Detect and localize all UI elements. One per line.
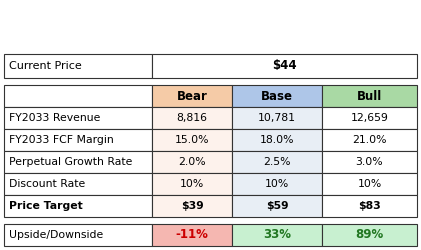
Text: 10%: 10% bbox=[180, 179, 204, 189]
Bar bbox=[4, 107, 152, 129]
Text: Bull: Bull bbox=[357, 90, 382, 102]
Bar bbox=[322, 195, 417, 217]
Text: 21.0%: 21.0% bbox=[352, 135, 387, 145]
Bar bbox=[152, 173, 232, 195]
Text: Discount Rate: Discount Rate bbox=[9, 179, 85, 189]
Bar bbox=[232, 85, 322, 107]
Bar bbox=[4, 151, 152, 173]
Text: Upside/Downside: Upside/Downside bbox=[9, 230, 103, 240]
Bar bbox=[322, 107, 417, 129]
Text: $44: $44 bbox=[272, 60, 297, 72]
Text: 10%: 10% bbox=[265, 179, 289, 189]
Text: $83: $83 bbox=[358, 201, 381, 211]
Bar bbox=[4, 129, 152, 151]
Text: 2.0%: 2.0% bbox=[178, 157, 206, 167]
Text: 12,659: 12,659 bbox=[351, 113, 389, 123]
Text: Bear: Bear bbox=[176, 90, 208, 102]
Text: 15.0%: 15.0% bbox=[175, 135, 209, 145]
Bar bbox=[232, 129, 322, 151]
Bar bbox=[322, 85, 417, 107]
Text: 3.0%: 3.0% bbox=[356, 157, 383, 167]
Text: 10%: 10% bbox=[357, 179, 381, 189]
Text: 2.5%: 2.5% bbox=[263, 157, 291, 167]
Bar bbox=[232, 224, 322, 246]
Bar bbox=[232, 173, 322, 195]
Bar bbox=[152, 85, 232, 107]
Bar bbox=[322, 151, 417, 173]
Bar bbox=[152, 224, 232, 246]
Bar bbox=[152, 151, 232, 173]
Bar bbox=[232, 107, 322, 129]
Text: Base: Base bbox=[261, 90, 293, 102]
Text: $59: $59 bbox=[266, 201, 288, 211]
Text: -11%: -11% bbox=[176, 228, 208, 241]
Bar bbox=[322, 129, 417, 151]
Text: $39: $39 bbox=[181, 201, 203, 211]
Bar bbox=[152, 195, 232, 217]
Text: 89%: 89% bbox=[355, 228, 384, 241]
Bar bbox=[4, 173, 152, 195]
Bar bbox=[322, 173, 417, 195]
Bar bbox=[4, 54, 152, 78]
Bar bbox=[232, 151, 322, 173]
Text: Current Price: Current Price bbox=[9, 61, 82, 71]
Text: 10,781: 10,781 bbox=[258, 113, 296, 123]
Text: Perpetual Growth Rate: Perpetual Growth Rate bbox=[9, 157, 132, 167]
Bar bbox=[4, 195, 152, 217]
Text: Price Target: Price Target bbox=[9, 201, 83, 211]
Bar bbox=[152, 54, 417, 78]
Text: FY2033 FCF Margin: FY2033 FCF Margin bbox=[9, 135, 114, 145]
Bar bbox=[4, 224, 152, 246]
Bar bbox=[4, 85, 152, 107]
Text: FY2033 Revenue: FY2033 Revenue bbox=[9, 113, 100, 123]
Text: 18.0%: 18.0% bbox=[260, 135, 294, 145]
Bar bbox=[152, 107, 232, 129]
Bar bbox=[152, 129, 232, 151]
Bar bbox=[232, 195, 322, 217]
Text: 8,816: 8,816 bbox=[176, 113, 208, 123]
Bar bbox=[322, 224, 417, 246]
Text: 33%: 33% bbox=[263, 228, 291, 241]
